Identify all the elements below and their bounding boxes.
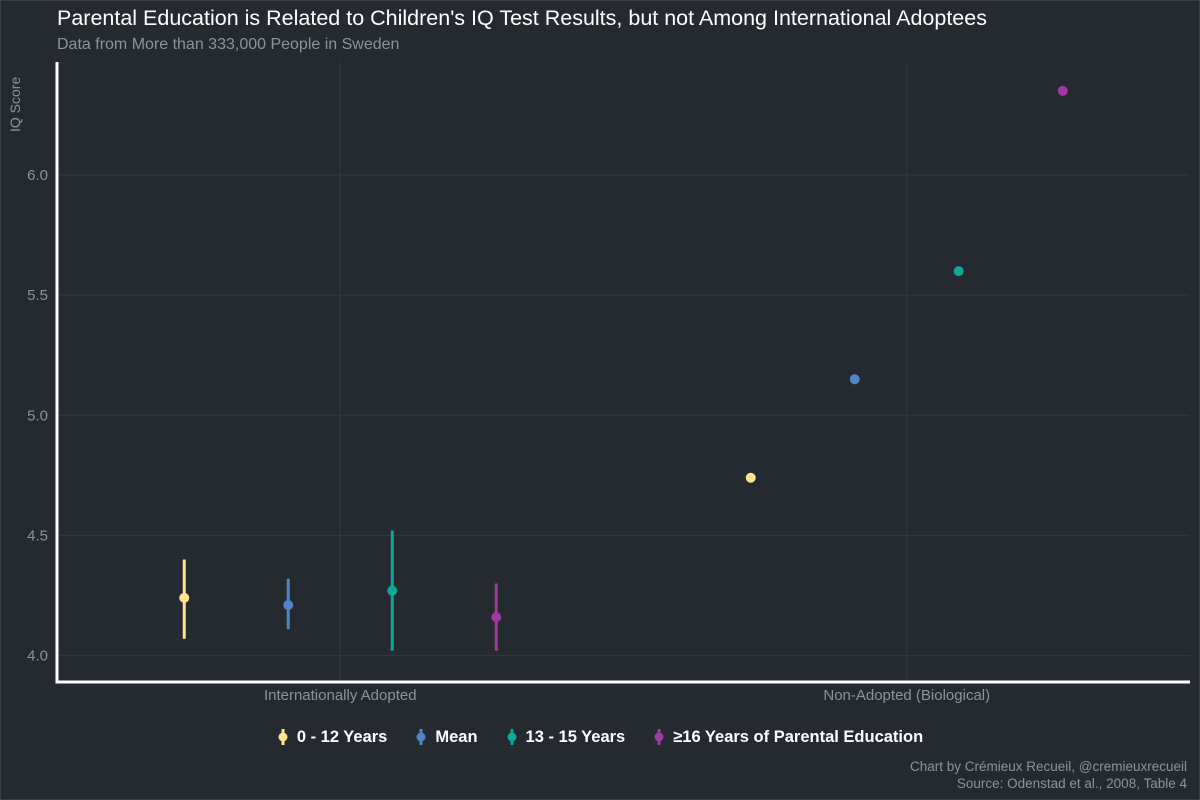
data-point (387, 585, 398, 596)
legend-key-point (654, 732, 664, 742)
legend-key-16-plus-years (654, 729, 664, 745)
y-tick-label: 5.5 (27, 287, 48, 304)
data-point (849, 374, 860, 385)
y-tick-label: 6.0 (27, 167, 48, 184)
legend-label-mean: Mean (435, 727, 478, 746)
legend: 0 - 12 Years Mean 13 - 15 Years ≥16 Year… (0, 727, 1200, 747)
chart-title: Parental Education is Related to Childre… (57, 6, 987, 30)
legend-key-0-12-years (278, 729, 288, 745)
y-tick-label: 5.0 (27, 407, 48, 424)
data-point (491, 612, 502, 623)
legend-item-16-plus-years: ≥16 Years of Parental Education (653, 727, 923, 747)
legend-label-13-15-years: 13 - 15 Years (525, 727, 626, 746)
data-point (953, 266, 964, 277)
legend-key-point (507, 732, 517, 742)
caption-credit: Chart by Crémieux Recueil, @cremieuxrecu… (909, 759, 1187, 774)
y-tick-label: 4.0 (27, 648, 48, 665)
legend-label-0-12-years: 0 - 12 Years (296, 727, 388, 746)
legend-label-16-plus-years: ≥16 Years of Parental Education (673, 727, 924, 746)
legend-key-point (278, 732, 288, 742)
x-tick-label: Non-Adopted (Biological) (823, 687, 990, 704)
data-point (179, 592, 190, 603)
legend-key-point (416, 732, 426, 742)
x-tick-label: Internationally Adopted (264, 687, 417, 704)
legend-key-13-15-years (507, 729, 517, 745)
legend-item-mean: Mean (415, 727, 478, 747)
legend-item-13-15-years: 13 - 15 Years (506, 727, 626, 747)
y-tick-label: 4.5 (27, 527, 48, 544)
caption: Chart by Crémieux Recueil, @cremieuxrecu… (910, 758, 1187, 792)
caption-source: Source: Odenstad et al., 2008, Table 4 (956, 776, 1187, 791)
chart-subtitle: Data from More than 333,000 People in Sw… (57, 36, 400, 53)
data-point (745, 472, 756, 483)
legend-item-0-12-years: 0 - 12 Years (277, 727, 388, 747)
data-point (1057, 85, 1068, 96)
data-point (283, 600, 294, 611)
legend-key-mean (416, 729, 426, 745)
